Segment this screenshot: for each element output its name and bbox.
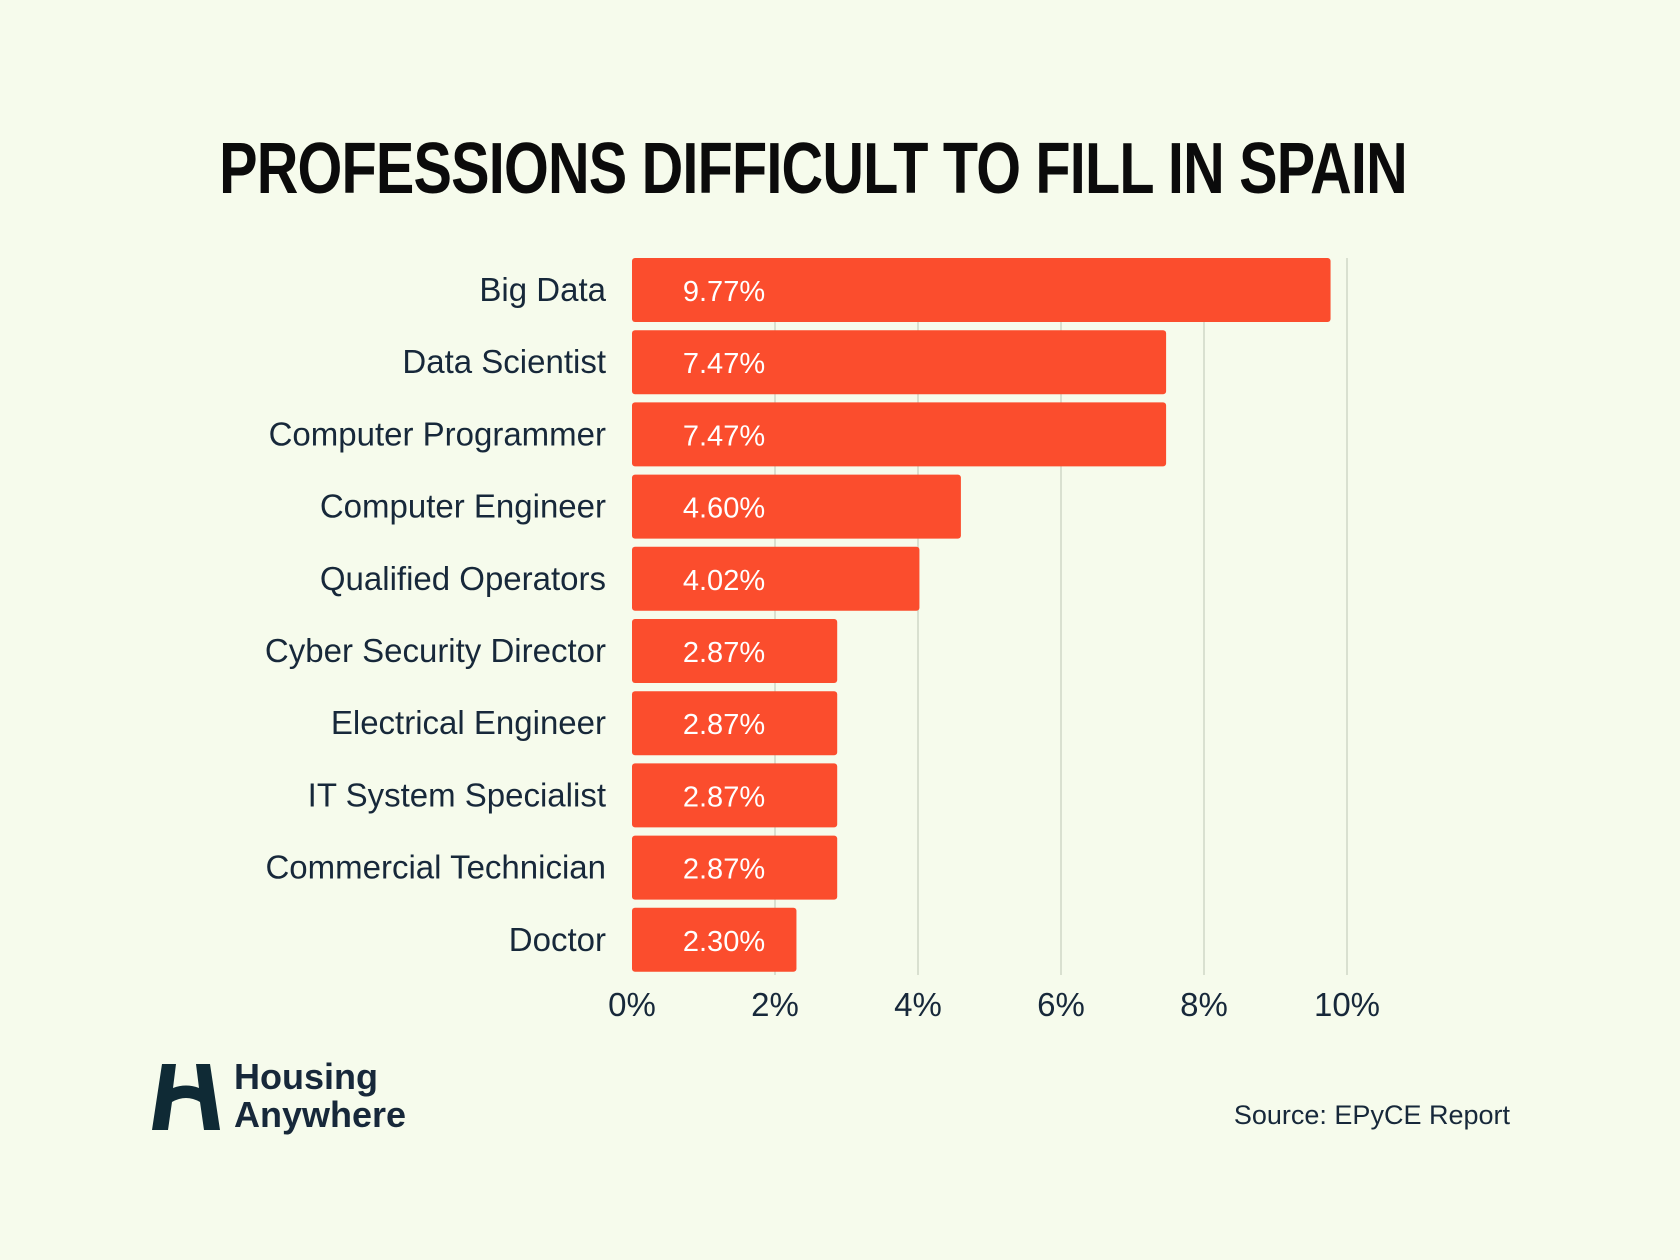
value-label: 2.87% xyxy=(683,781,765,813)
value-label: 7.47% xyxy=(683,348,765,380)
housing-anywhere-logo: Housing Anywhere xyxy=(148,1058,448,1138)
x-tick-label: 8% xyxy=(1180,986,1228,1023)
category-label: Electrical Engineer xyxy=(331,704,606,741)
value-label: 2.87% xyxy=(683,637,765,669)
category-labels: Big Data Data Scientist Computer Programme… xyxy=(265,271,607,958)
category-label: Data Scientist xyxy=(402,343,606,380)
bar xyxy=(632,258,1331,322)
value-labels: 9.77% 7.47% 7.47% 4.60% 4.02% 2.87% 2.87% 2.87%… xyxy=(683,276,765,958)
bar xyxy=(632,330,1167,395)
logo-text-line2: Anywhere xyxy=(234,1094,407,1135)
bar xyxy=(632,546,920,611)
bar xyxy=(632,763,838,828)
category-label: Big Data xyxy=(479,271,606,308)
value-label: 4.02% xyxy=(683,565,765,597)
bar xyxy=(632,619,838,683)
bar xyxy=(632,402,1167,467)
value-label: 9.77% xyxy=(683,276,765,308)
logo-text-line1: Housing xyxy=(234,1056,378,1097)
x-tick-label: 4% xyxy=(894,986,942,1023)
source-note: Source: EPyCE Report xyxy=(1233,1100,1510,1130)
x-tick-label: 0% xyxy=(608,986,656,1023)
category-label: Commercial Technician xyxy=(265,849,606,886)
x-tick-label: 2% xyxy=(751,986,799,1023)
x-tick-label: 6% xyxy=(1037,986,1085,1023)
value-label: 2.87% xyxy=(683,854,765,886)
value-label: 2.87% xyxy=(683,709,765,741)
bar-chart: Big Data Data Scientist Computer Programme… xyxy=(265,258,1380,1023)
value-label: 2.30% xyxy=(683,926,765,958)
x-axis-tick-labels: 0% 2% 4% 6% 8% 10% xyxy=(608,986,1380,1023)
x-tick-label: 10% xyxy=(1314,986,1380,1023)
value-label: 7.47% xyxy=(683,420,765,452)
category-label: Qualified Operators xyxy=(320,560,606,597)
category-label: Computer Engineer xyxy=(320,488,606,525)
bars xyxy=(632,258,1331,972)
value-label: 4.60% xyxy=(683,493,765,525)
category-label: IT System Specialist xyxy=(308,776,606,813)
bar xyxy=(632,835,838,900)
chart-title: PROFESSIONS DIFFICULT TO FILL IN SPAIN xyxy=(219,129,1408,209)
bar xyxy=(632,907,797,972)
bar xyxy=(632,691,838,756)
category-label: Doctor xyxy=(509,921,606,958)
category-label: Cyber Security Director xyxy=(265,632,606,669)
category-label: Computer Programmer xyxy=(269,415,606,452)
housing-anywhere-logo-icon xyxy=(152,1064,220,1130)
bar xyxy=(632,474,961,539)
